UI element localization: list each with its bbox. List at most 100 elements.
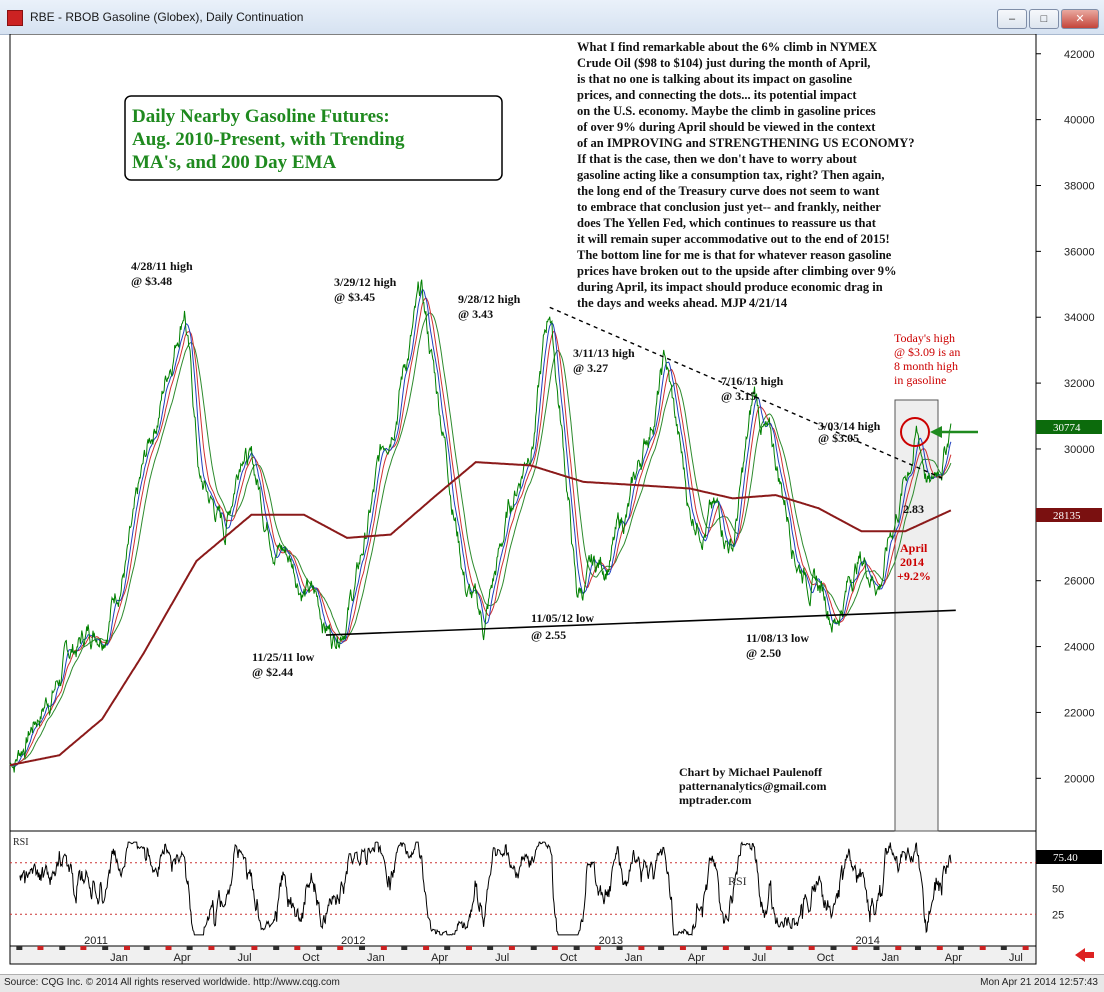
month-tick xyxy=(487,946,494,950)
rsi-panel-label: RSI xyxy=(13,837,29,848)
month-tick xyxy=(1000,946,1007,950)
rsi-panel-frame xyxy=(9,830,1037,947)
x-month-label: Oct xyxy=(302,952,319,964)
maximize-button[interactable]: □ xyxy=(1029,9,1059,29)
minimize-button[interactable]: – xyxy=(997,9,1027,29)
month-tick xyxy=(658,946,665,950)
today-high-circle xyxy=(900,417,930,447)
month-tick xyxy=(765,946,772,950)
annotation-high-sep2012: 9/28/12 high xyxy=(458,292,521,306)
commentary-line: to embrace that conclusion just yet-- an… xyxy=(577,200,881,214)
commentary-line: during April, its impact should produce … xyxy=(577,280,883,294)
month-tick xyxy=(59,946,66,950)
rsi-tick-label: 25 xyxy=(1052,909,1064,921)
close-button[interactable]: ✕ xyxy=(1061,9,1099,29)
month-tick xyxy=(294,946,301,950)
month-tick xyxy=(914,946,921,950)
commentary-line: If that is the case, then we don't have … xyxy=(577,152,858,166)
y-tick-label: 26000 xyxy=(1064,576,1095,588)
source-text: Source: CQG Inc. © 2014 All rights reser… xyxy=(4,977,340,988)
commentary-line: What I find remarkable about the 6% clim… xyxy=(577,40,877,54)
moving-average-mid-line xyxy=(9,297,952,768)
rsi-line xyxy=(19,841,952,936)
annotation-today-2: @ $3.09 is an xyxy=(894,345,960,359)
window-title: RBE - RBOB Gasoline (Globex), Daily Cont… xyxy=(30,10,304,24)
annotation-high-mar2014-price: @ $3.05 xyxy=(818,431,859,445)
rsi-layer xyxy=(19,841,952,936)
month-tick xyxy=(186,946,193,950)
month-tick xyxy=(508,946,515,950)
title-line-3: MA's, and 200 Day EMA xyxy=(132,152,337,173)
month-tick xyxy=(143,946,150,950)
app-icon xyxy=(7,10,23,26)
annotation-high-mar2013-price: @ 3.27 xyxy=(573,361,608,375)
x-month-label: Jan xyxy=(625,952,643,964)
commentary-line: the long end of the Treasury curve does … xyxy=(577,184,880,198)
x-month-label: Apr xyxy=(688,952,705,964)
month-tick xyxy=(808,946,815,950)
annotation-high-2011: 4/28/11 high xyxy=(131,259,193,273)
credit-line-3: mptrader.com xyxy=(679,793,752,807)
month-tick xyxy=(743,946,750,950)
annotation-high-2012: 3/29/12 high xyxy=(334,275,397,289)
moving-average-slow-line xyxy=(9,312,952,768)
month-tick xyxy=(444,946,451,950)
annotation-today-3: 8 month high xyxy=(894,359,958,373)
commentary: What I find remarkable about the 6% clim… xyxy=(577,40,915,310)
last-price-badge xyxy=(1036,420,1102,434)
x-month-label: Apr xyxy=(431,952,448,964)
y-tick-label: 38000 xyxy=(1064,180,1095,192)
annotation-low-2013: 11/08/13 low xyxy=(746,631,809,645)
commentary-line: The bottom line for me is that for whate… xyxy=(577,248,892,262)
y-tick-label: 36000 xyxy=(1064,246,1095,258)
y-tick-label: 34000 xyxy=(1064,312,1095,324)
month-tick xyxy=(80,946,87,950)
title-box xyxy=(124,95,503,181)
commentary-line: on the U.S. economy. Maybe the climb in … xyxy=(577,104,876,118)
arrow-head-icon xyxy=(930,426,942,438)
price-chart: 2000022000240002600028000300003200034000… xyxy=(9,33,1102,965)
month-tick xyxy=(401,946,408,950)
x-month-label: Oct xyxy=(817,952,834,964)
annotation-high-jul2013: 7/16/13 high xyxy=(721,374,784,388)
title-line-1: Daily Nearby Gasoline Futures: xyxy=(132,106,390,127)
x-month-label: Oct xyxy=(560,952,577,964)
scroll-left-arrow-icon[interactable] xyxy=(1075,948,1094,962)
ema-price-value: 28135 xyxy=(1053,510,1081,522)
credit-line-2: patternanalytics@gmail.com xyxy=(679,779,826,793)
moving-average-fast-line xyxy=(9,288,952,768)
x-month-label: Apr xyxy=(945,952,962,964)
rsi-inline-label: RSI xyxy=(728,874,747,888)
month-tick xyxy=(273,946,280,950)
month-tick xyxy=(102,946,109,950)
month-tick xyxy=(359,946,366,950)
month-tick xyxy=(1022,946,1029,950)
y-tick-label: 30000 xyxy=(1064,444,1095,456)
x-month-label: Jul xyxy=(495,952,509,964)
month-tick xyxy=(380,946,387,950)
timestamp: Mon Apr 21 2014 12:57:43 xyxy=(980,977,1098,988)
commentary-line: of over 9% during April should be viewed… xyxy=(577,120,876,134)
time-axis-frame xyxy=(9,945,1037,965)
month-tick xyxy=(423,946,430,950)
credit-line-1: Chart by Michael Paulenoff xyxy=(679,765,823,779)
commentary-line: prices, and connecting the dots... its p… xyxy=(577,88,857,102)
month-tick xyxy=(208,946,215,950)
y-tick-label: 20000 xyxy=(1064,773,1095,785)
x-month-label: Jan xyxy=(110,952,128,964)
month-tick xyxy=(229,946,236,950)
month-tick xyxy=(316,946,323,950)
series-layer xyxy=(9,279,956,773)
rsi-tick-label: 50 xyxy=(1052,884,1064,896)
x-year-label: 2012 xyxy=(341,935,365,947)
y-tick-label: 24000 xyxy=(1064,642,1095,654)
annotation-low-2013-price: @ 2.50 xyxy=(746,646,781,660)
month-tick xyxy=(873,946,880,950)
month-tick xyxy=(573,946,580,950)
window-titlebar: RBE - RBOB Gasoline (Globex), Daily Cont… xyxy=(0,0,1104,35)
ema-price-badge xyxy=(1036,508,1102,522)
ema-200-line xyxy=(9,461,952,767)
x-year-label: 2013 xyxy=(599,935,623,947)
commentary-line: of an IMPROVING and STRENGTHENING US ECO… xyxy=(577,136,915,150)
month-tick xyxy=(722,946,729,950)
